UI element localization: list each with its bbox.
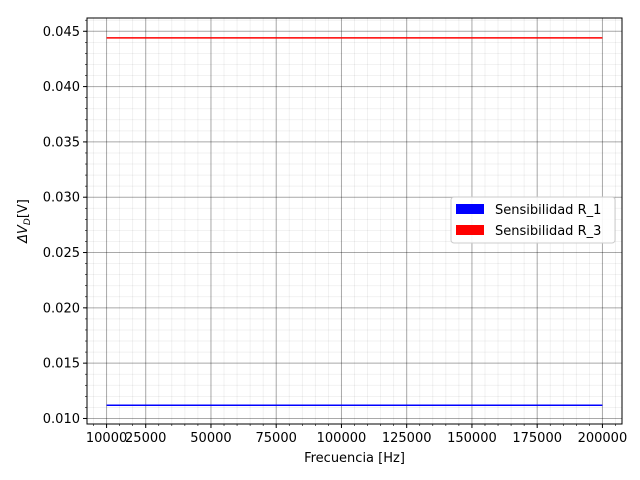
y-axis-label-subscript: D [23,218,33,225]
y-axis-label: ΔVD[V] [16,199,33,244]
y-tick-label: 0.025 [43,246,80,261]
legend-label-r1: Sensibilidad R_1 [495,203,601,218]
y-tick-label: 0.035 [43,135,80,150]
x-tick-label: 125000 [382,431,432,446]
legend-swatch-r1 [456,204,484,214]
series-layer [106,37,603,406]
y-tick-label: 0.015 [43,357,80,372]
x-tick-label: 200000 [578,431,628,446]
legend: Sensibilidad R_1 Sensibilidad R_3 [450,196,616,244]
y-tick-label: 0.020 [43,301,80,316]
x-tick-label: 175000 [512,431,562,446]
legend-label-r3: Sensibilidad R_3 [495,224,601,239]
y-tick-label: 0.045 [43,25,80,40]
x-tick-label: 75000 [256,431,297,446]
legend-box [450,196,616,244]
x-tick-label: 150000 [447,431,497,446]
y-axis-label-suffix: [V] [16,199,31,218]
legend-swatch-r3 [456,225,484,235]
y-tick-label: 0.030 [43,191,80,206]
x-tick-label: 10000 [86,431,127,446]
x-tick-label: 50000 [190,431,231,446]
axis-ticks [83,19,616,428]
x-tick-label: 100000 [317,431,367,446]
y-axis-label-prefix: ΔV [16,224,31,244]
y-tick-label: 0.040 [43,80,80,95]
y-tick-label: 0.010 [43,412,80,427]
minor-grid [87,18,622,424]
x-axis-label: Frecuencia [Hz] [304,451,405,466]
x-tick-label: 25000 [125,431,166,446]
